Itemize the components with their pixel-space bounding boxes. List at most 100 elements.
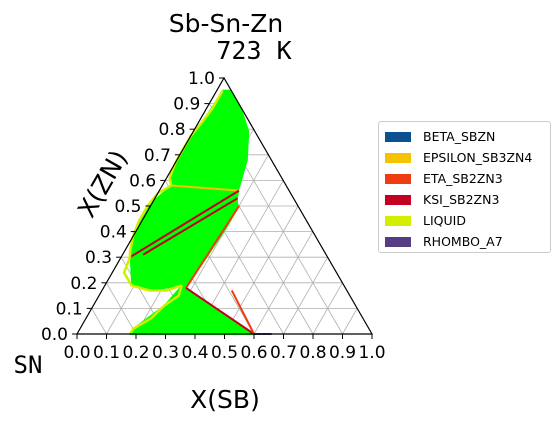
tie-line (201, 117, 246, 124)
legend-swatch (385, 236, 411, 247)
tie-line (178, 157, 248, 161)
tie-line (183, 144, 249, 150)
legend-label: RHOMBO_A7 (423, 234, 503, 249)
tie-line (182, 148, 249, 153)
tie-line (213, 101, 239, 106)
chart-title: Sb-Sn-Zn (169, 9, 283, 38)
x-tick-label: 0.2 (122, 343, 149, 363)
grid-line (283, 257, 328, 335)
tie-line (211, 103, 240, 109)
tie-line (170, 182, 240, 189)
tie-line (169, 177, 242, 182)
legend-label: EPSILON_SB3ZN4 (423, 150, 533, 165)
legend-item: ETA_SB2ZN3 (385, 168, 544, 189)
x-tick-label: 0.0 (63, 343, 90, 363)
tie-line (214, 100, 238, 105)
tie-line (189, 135, 249, 142)
tie-line (188, 137, 249, 143)
y-tick-label: 0.4 (100, 223, 127, 243)
legend-item: LIQUID (385, 210, 544, 231)
legend-item: EPSILON_SB3ZN4 (385, 147, 544, 168)
phase-boundaries (122, 90, 272, 335)
tie-line (171, 173, 244, 178)
tie-line (206, 111, 244, 117)
x-tick-label: 0.8 (299, 343, 326, 363)
tie-line (196, 124, 248, 131)
tie-line (203, 115, 245, 121)
tie-line (194, 127, 249, 134)
tie-line (205, 112, 244, 119)
phase-boundary (185, 205, 240, 289)
tie-line (204, 114, 244, 120)
tie-line (184, 143, 249, 149)
x-axis-label: X(SB) (190, 385, 260, 414)
tie-line (169, 176, 243, 181)
legend-label: KSI_SB2ZN3 (423, 192, 500, 207)
tie-line (176, 160, 248, 164)
y-tick-label: 0.0 (41, 325, 68, 345)
y-tick-label: 0.2 (70, 274, 97, 294)
tie-line (216, 97, 237, 102)
tie-line (170, 180, 241, 187)
tie-line (198, 121, 247, 128)
grid-line (106, 282, 137, 335)
tie-line (218, 94, 235, 98)
phase-boundary (171, 184, 240, 192)
legend-swatch (385, 194, 411, 205)
tie-line (191, 132, 250, 139)
corner-label-sn: SN (14, 351, 43, 379)
tie-line (208, 107, 242, 113)
x-tick-label: 0.9 (329, 343, 356, 363)
tie-line (177, 158, 248, 163)
tie-line (197, 123, 247, 130)
y-tick-label: 0.3 (85, 248, 112, 268)
phase-boundary (142, 197, 239, 256)
legend-label: LIQUID (423, 213, 466, 228)
legend-item: BETA_SBZN (385, 126, 544, 147)
y-tick-label: 0.7 (144, 146, 171, 166)
tie-line (179, 154, 249, 158)
tie-line (193, 129, 250, 136)
tie-line (172, 170, 245, 174)
x-tick-label: 1.0 (358, 343, 385, 363)
x-tick-label: 0.5 (211, 343, 238, 363)
tie-line (212, 102, 240, 108)
tie-line (202, 116, 245, 123)
tie-line (180, 151, 249, 156)
tie-line (170, 179, 241, 186)
grid-line (224, 205, 299, 335)
phase-boundary (230, 290, 255, 335)
tie-line (181, 149, 249, 154)
tie-line (215, 99, 237, 103)
tie-line (170, 183, 240, 191)
tie-line (186, 140, 249, 146)
tie-line (190, 134, 250, 141)
x-tick-label: 0.1 (93, 343, 120, 363)
legend-item: KSI_SB2ZN3 (385, 189, 544, 210)
tie-line (195, 125, 248, 132)
grid-line (91, 308, 107, 335)
legend-item: RHOMBO_A7 (385, 231, 544, 252)
tie-line (199, 120, 247, 127)
grid-line (342, 308, 358, 335)
tie-line (193, 128, 249, 135)
tie-line (206, 110, 243, 116)
tie-line (200, 119, 246, 125)
legend-label: BETA_SBZN (423, 129, 496, 144)
tie-line (210, 105, 241, 110)
tie-line (192, 131, 250, 138)
phase-boundary (129, 189, 240, 259)
x-tick-label: 0.3 (152, 343, 179, 363)
tie-line (182, 146, 249, 152)
legend-label: ETA_SB2ZN3 (423, 171, 503, 186)
chart-subtitle: 723 K (216, 36, 291, 65)
tie-line (185, 141, 249, 147)
tie-line (219, 93, 234, 97)
tie-line (209, 106, 242, 112)
legend-swatch (385, 173, 411, 184)
phase-boundary (185, 287, 255, 335)
tie-line (170, 174, 243, 179)
x-tick-label: 0.7 (270, 343, 297, 363)
y-tick-label: 0.5 (114, 197, 141, 217)
